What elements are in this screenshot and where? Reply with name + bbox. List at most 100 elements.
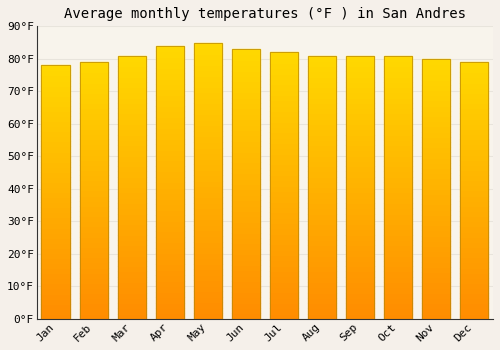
Bar — [42, 111, 70, 116]
Bar — [42, 202, 70, 207]
Bar — [270, 132, 298, 138]
Bar — [460, 180, 488, 186]
Bar — [42, 309, 70, 314]
Bar — [270, 266, 298, 271]
Bar — [42, 172, 70, 177]
Bar — [308, 287, 336, 293]
Bar — [156, 111, 184, 117]
Bar — [156, 122, 184, 128]
Bar — [194, 264, 222, 269]
Bar — [346, 103, 374, 108]
Bar — [80, 62, 108, 67]
Bar — [194, 131, 222, 136]
Bar — [80, 293, 108, 298]
Bar — [308, 303, 336, 308]
Bar — [118, 166, 146, 172]
Bar — [194, 125, 222, 131]
Bar — [460, 149, 488, 154]
Bar — [80, 288, 108, 293]
Bar — [194, 225, 222, 230]
Bar — [42, 86, 70, 91]
Bar — [42, 243, 70, 248]
Bar — [194, 103, 222, 109]
Bar — [422, 158, 450, 163]
Bar — [460, 108, 488, 113]
Bar — [118, 224, 146, 229]
Bar — [270, 154, 298, 159]
Bar — [422, 121, 450, 126]
Bar — [308, 113, 336, 119]
Bar — [118, 172, 146, 177]
Bar — [384, 272, 412, 277]
Bar — [156, 117, 184, 122]
Bar — [118, 272, 146, 277]
Bar — [460, 190, 488, 196]
Bar — [346, 56, 374, 319]
Bar — [270, 218, 298, 223]
Bar — [346, 250, 374, 256]
Bar — [156, 308, 184, 314]
Bar — [118, 293, 146, 298]
Bar — [384, 61, 412, 66]
Bar — [308, 250, 336, 256]
Bar — [270, 250, 298, 255]
Bar — [232, 92, 260, 98]
Bar — [308, 129, 336, 134]
Bar — [308, 282, 336, 287]
Bar — [118, 229, 146, 234]
Bar — [156, 46, 184, 51]
Bar — [80, 186, 108, 190]
Bar — [460, 309, 488, 314]
Bar — [384, 108, 412, 113]
Bar — [42, 253, 70, 258]
Bar — [460, 134, 488, 139]
Bar — [346, 308, 374, 314]
Bar — [80, 283, 108, 288]
Bar — [346, 119, 374, 124]
Bar — [118, 240, 146, 245]
Bar — [194, 54, 222, 59]
Bar — [80, 139, 108, 144]
Bar — [308, 140, 336, 145]
Bar — [384, 224, 412, 229]
Bar — [232, 125, 260, 130]
Bar — [270, 106, 298, 111]
Bar — [232, 98, 260, 103]
Bar — [270, 191, 298, 196]
Bar — [118, 140, 146, 145]
Bar — [42, 152, 70, 156]
Bar — [460, 144, 488, 149]
Bar — [422, 257, 450, 262]
Bar — [80, 88, 108, 93]
Bar — [422, 204, 450, 210]
Bar — [80, 267, 108, 273]
Bar — [460, 298, 488, 303]
Bar — [156, 193, 184, 199]
Bar — [232, 71, 260, 76]
Bar — [118, 103, 146, 108]
Bar — [308, 82, 336, 87]
Bar — [384, 66, 412, 71]
Bar — [308, 56, 336, 61]
Bar — [460, 273, 488, 278]
Bar — [460, 206, 488, 211]
Bar — [194, 186, 222, 192]
Bar — [346, 113, 374, 119]
Bar — [308, 119, 336, 124]
Bar — [384, 161, 412, 166]
Bar — [270, 95, 298, 100]
Bar — [422, 267, 450, 272]
Bar — [460, 139, 488, 144]
Bar — [42, 91, 70, 96]
Bar — [384, 266, 412, 272]
Bar — [346, 187, 374, 192]
Bar — [270, 79, 298, 84]
Bar — [346, 56, 374, 61]
Bar — [194, 280, 222, 286]
Bar — [422, 194, 450, 199]
Bar — [308, 187, 336, 192]
Bar — [270, 180, 298, 186]
Bar — [232, 276, 260, 281]
Bar — [346, 219, 374, 224]
Bar — [422, 132, 450, 137]
